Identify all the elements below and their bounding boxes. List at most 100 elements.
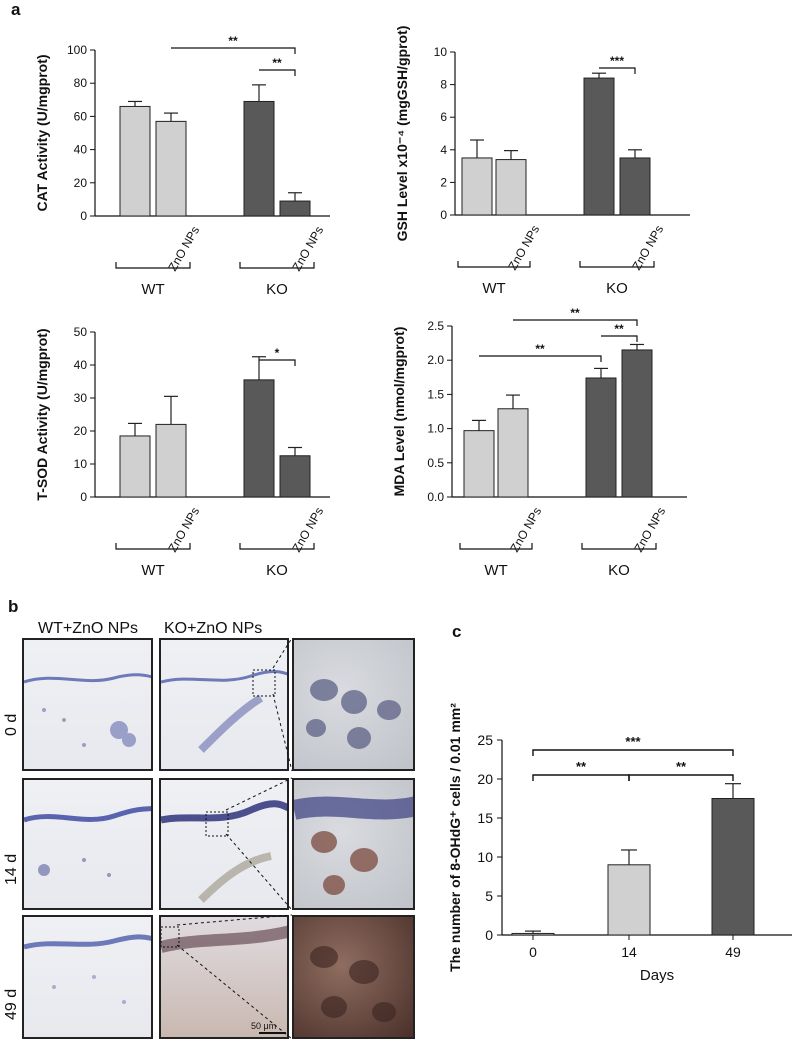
group-label: KO: [606, 280, 628, 297]
chart-tsod: 0 10 20 30 40 50 T-SOD Activity (U/mgprot) ZnO …: [34, 325, 330, 579]
y-tick-label: 40: [74, 358, 88, 372]
bar: [621, 349, 653, 498]
micrograph-wt-0d: [22, 638, 153, 771]
x-axis-label: Days: [640, 967, 674, 984]
significance-bracket: [532, 749, 734, 756]
bar: [119, 435, 151, 498]
group-label: WT: [484, 562, 507, 579]
bar-tick-label: ZnO NPs: [289, 224, 326, 274]
significance-bracket: [628, 774, 734, 781]
y-tick-label: 8: [440, 78, 447, 92]
micrograph-ko-0d: [159, 638, 289, 771]
bar: [279, 200, 311, 217]
group-bracket: [457, 261, 531, 268]
bar-tick-label: ZnO NPs: [507, 505, 544, 555]
y-tick-label: 0: [440, 208, 447, 222]
significance-label: **: [676, 759, 687, 774]
group-bracket: [581, 543, 657, 550]
significance-label: **: [576, 759, 587, 774]
bar: [583, 77, 615, 216]
bar-tick-label: ZnO NPs: [165, 224, 202, 274]
bar: [155, 120, 187, 217]
bar: [511, 932, 555, 936]
y-tick-label: 30: [74, 391, 88, 405]
y-tick-label: 0.5: [427, 456, 444, 470]
significance-label: *: [275, 346, 280, 360]
chart-cat: 0 20 40 60 80 100 CAT Activity (U/mgprot) ZnO N…: [34, 34, 330, 298]
group-label: KO: [266, 281, 288, 298]
y-tick-label: 100: [67, 43, 87, 57]
significance-bracket: [532, 774, 630, 781]
group-bracket: [239, 543, 315, 550]
micrograph-wt-14d: [22, 778, 153, 910]
significance-label: ***: [625, 734, 641, 749]
chart-8ohdg: 0 5 10 15 20 25 The number of 8-OHdG⁺ cells / …: [447, 703, 792, 984]
group-bracket: [459, 543, 533, 550]
group-label: KO: [608, 562, 630, 579]
significance-bracket: [601, 335, 638, 342]
y-axis-label: The number of 8-OHdG⁺ cells / 0.01 mm²: [447, 703, 463, 972]
y-tick-label: 1.0: [427, 422, 444, 436]
x-tick-label: 14: [621, 944, 637, 960]
significance-bracket: [171, 47, 296, 54]
group-label: WT: [482, 280, 505, 297]
y-tick-label: 5: [485, 888, 493, 904]
y-tick-label: 20: [74, 176, 88, 190]
column-label-wt: WT+ZnO NPs: [38, 620, 139, 637]
group-label: WT: [141, 281, 164, 298]
bar-tick-label: ZnO NPs: [165, 505, 202, 555]
row-label-49d: 49 d: [3, 988, 20, 1020]
group-bracket: [115, 262, 191, 269]
micrograph-zoom-14d: [292, 778, 415, 910]
micrograph-zoom-49d: [292, 915, 415, 1039]
row-label-0d: 0 d: [3, 713, 20, 736]
y-tick-label: 40: [74, 143, 88, 157]
significance-label: ***: [610, 54, 624, 68]
micrograph-ko-49d: 50 μm: [159, 915, 289, 1039]
chart-gsh: 0 2 4 6 8 10 GSH Level x10⁻⁴ (mgGSH/gprot) ZnO …: [394, 26, 690, 297]
y-tick-label: 0: [485, 927, 493, 943]
significance-bracket: [259, 69, 296, 76]
panel-letter-b: b: [8, 597, 19, 616]
bar: [279, 455, 311, 498]
y-axis-label: MDA Level (nmol/mgprot): [391, 327, 407, 497]
significance-label: **: [272, 56, 282, 70]
bar-tick-label: ZnO NPs: [289, 505, 326, 555]
y-tick-label: 10: [74, 457, 88, 471]
bar-tick-label: ZnO NPs: [629, 223, 666, 273]
bar: [585, 377, 617, 498]
y-tick-label: 0: [80, 490, 87, 504]
x-tick-label: 49: [725, 944, 741, 960]
micrograph-ko-14d: [159, 778, 289, 910]
bar: [119, 105, 151, 217]
bar-tick-label: ZnO NPs: [631, 505, 668, 555]
significance-label: **: [614, 322, 624, 336]
bar: [607, 864, 651, 936]
significance-bracket: [513, 319, 638, 326]
significance-label: **: [570, 306, 580, 320]
group-label: WT: [141, 562, 164, 579]
y-tick-label: 80: [74, 76, 88, 90]
y-tick-label: 1.5: [427, 387, 444, 401]
y-axis-label: T-SOD Activity (U/mgprot): [34, 328, 50, 500]
bar: [463, 430, 495, 498]
y-tick-label: 20: [477, 771, 493, 787]
y-tick-label: 15: [477, 810, 493, 826]
scale-bar-label: 50 μm: [251, 1021, 276, 1031]
y-tick-label: 6: [440, 110, 447, 124]
y-tick-label: 2: [440, 175, 447, 189]
micrograph-wt-49d: [22, 915, 153, 1039]
bar: [711, 798, 755, 936]
x-tick-label: 0: [529, 944, 537, 960]
bar: [243, 100, 275, 217]
y-axis-label: CAT Activity (U/mgprot): [34, 54, 50, 211]
group-bracket: [579, 261, 655, 268]
group-bracket: [115, 543, 191, 550]
y-tick-label: 4: [440, 143, 447, 157]
panel-letter-c: c: [452, 622, 462, 641]
significance-label: **: [228, 34, 238, 48]
y-tick-label: 60: [74, 109, 88, 123]
column-label-ko: KO+ZnO NPs: [164, 620, 263, 637]
micrograph-zoom-0d: [292, 638, 415, 771]
y-tick-label: 0.0: [427, 490, 444, 504]
